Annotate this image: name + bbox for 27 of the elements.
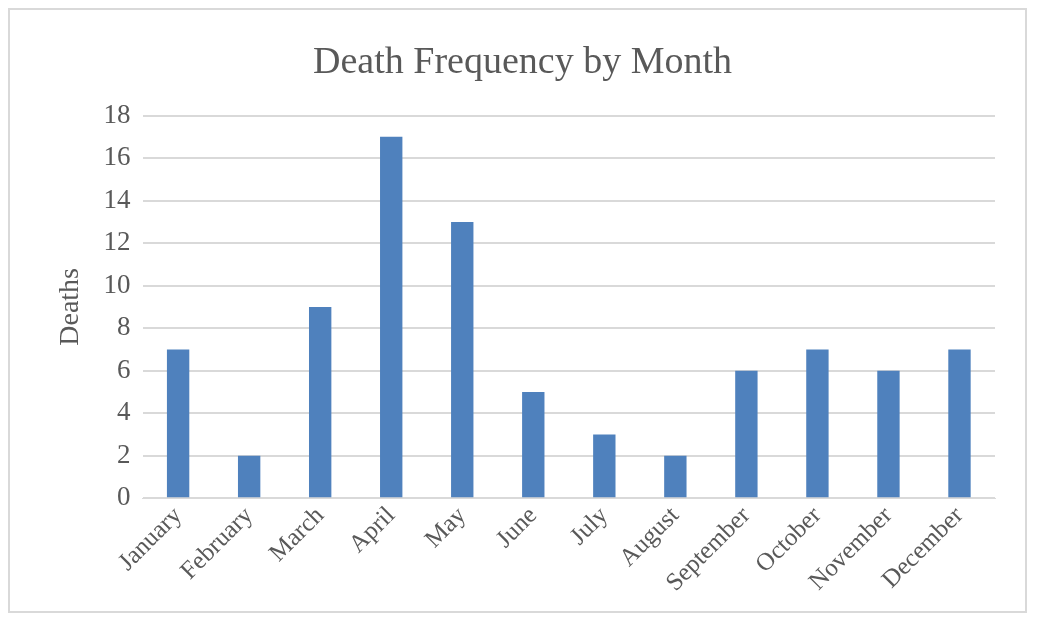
bar — [451, 221, 474, 498]
y-tick-label: 8 — [117, 311, 131, 342]
bar — [806, 349, 829, 498]
chart-title: Death Frequency by Month — [313, 38, 732, 81]
bar — [166, 349, 190, 498]
y-tick-label: 10 — [103, 268, 131, 299]
bar — [948, 349, 971, 498]
bar — [237, 455, 261, 498]
y-axis-title: Deaths — [53, 268, 85, 346]
x-tick-label: July — [563, 500, 613, 550]
bar — [593, 434, 616, 498]
bar — [735, 370, 758, 498]
y-tick-label: 4 — [117, 396, 132, 427]
x-tick-label: May — [418, 500, 471, 553]
x-tick-label: June — [489, 500, 542, 553]
bar — [309, 306, 332, 498]
bar — [664, 455, 687, 498]
y-tick-label: 6 — [117, 353, 131, 384]
bar — [522, 391, 545, 498]
y-tick-label: 2 — [117, 438, 131, 469]
y-tick-label: 18 — [103, 98, 131, 129]
y-tick-label: 12 — [103, 226, 131, 257]
bar — [380, 136, 403, 498]
y-tick-label: 14 — [103, 183, 132, 214]
y-tick-label: 0 — [117, 481, 131, 512]
bar — [877, 370, 900, 498]
y-tick-label: 16 — [103, 141, 131, 172]
